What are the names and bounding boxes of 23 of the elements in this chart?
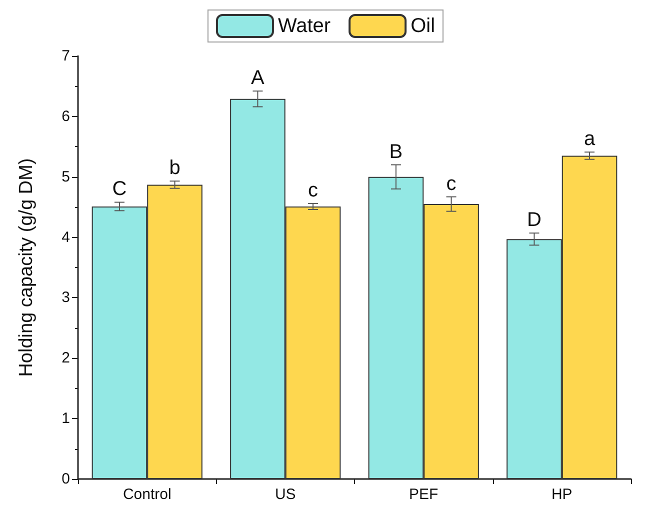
y-tick-label: 6 bbox=[62, 108, 70, 125]
x-tick-label: Control bbox=[122, 486, 172, 503]
data-label: c bbox=[308, 179, 318, 202]
data-label: B bbox=[389, 140, 403, 163]
y-tick-label: 4 bbox=[62, 228, 70, 246]
data-label: A bbox=[251, 67, 266, 90]
data-label: c bbox=[446, 172, 456, 195]
y-tick-label: 3 bbox=[62, 289, 70, 306]
legend-label: Oil bbox=[410, 15, 436, 37]
y-tick-label: 7 bbox=[62, 48, 70, 64]
x-tick-label: HP bbox=[551, 486, 572, 503]
legend-label: Water bbox=[278, 15, 331, 37]
x-tick-label: US bbox=[274, 486, 296, 503]
data-label: a bbox=[584, 128, 596, 150]
y-tick-label: 2 bbox=[62, 350, 70, 367]
y-tick-label: 0 bbox=[62, 470, 70, 488]
x-tick-label: PEF bbox=[409, 486, 438, 503]
data-label: b bbox=[169, 157, 180, 180]
y-tick-label: 5 bbox=[62, 168, 70, 186]
data-label: C bbox=[112, 178, 127, 200]
data-label: D bbox=[527, 209, 542, 232]
y-tick-label: 1 bbox=[62, 410, 70, 428]
y-axis-title: Holding capacity (g/g DM) bbox=[16, 158, 37, 377]
